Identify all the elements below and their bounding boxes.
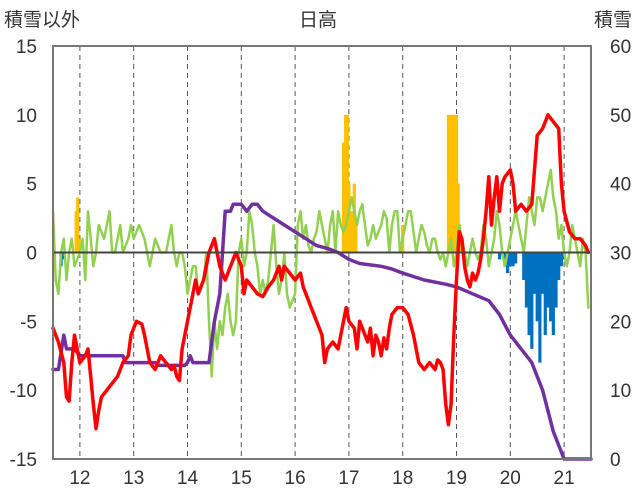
left-tick-label: 5: [26, 175, 37, 196]
blue-bar: [527, 252, 531, 336]
blue-bar: [549, 252, 553, 322]
x-tick-label: 13: [123, 468, 144, 489]
left-tick-label: -15: [10, 450, 37, 471]
x-tick-label: 14: [177, 468, 199, 489]
left-tick-label: -5: [20, 312, 37, 333]
orange-bar: [446, 114, 451, 253]
blue-bar: [506, 252, 510, 274]
x-tick-label: 18: [392, 468, 413, 489]
blue-bar: [551, 252, 555, 336]
blue-bar: [532, 252, 537, 294]
x-tick-label: 15: [231, 468, 252, 489]
x-tick-label: 12: [69, 468, 90, 489]
x-tick-label: 16: [285, 468, 306, 489]
green-line: [51, 168, 590, 378]
orange-bar: [341, 142, 346, 253]
blue-bar: [503, 252, 507, 267]
blue-bar: [530, 252, 534, 349]
plot-frame: [52, 45, 592, 460]
right-y-tick-labels: 0 10 20 30 40 50 60: [610, 37, 631, 471]
orange-bar: [456, 183, 460, 253]
orange-bar: [74, 211, 78, 253]
blue-bar: [543, 252, 547, 336]
x-tick-label: 19: [446, 468, 467, 489]
orange-bar: [454, 114, 459, 253]
orange-bar: [352, 183, 356, 253]
blue-bar: [557, 252, 561, 281]
right-tick-label: 60: [610, 37, 631, 58]
left-tick-label: 0: [26, 244, 37, 265]
orange-bar: [354, 224, 358, 253]
orange-bar: [345, 114, 349, 253]
grid-lines: [79, 46, 565, 459]
left-axis-label: 積雪以外: [4, 9, 80, 31]
blue-bar: [511, 252, 515, 267]
left-tick-label: 15: [16, 37, 37, 58]
left-y-tick-labels: -15 -10 -5 0 5 10 15: [10, 37, 37, 471]
x-tick-label: 20: [500, 468, 521, 489]
right-tick-label: 40: [610, 175, 631, 196]
right-tick-label: 0: [610, 450, 621, 471]
right-tick-label: 20: [610, 312, 631, 333]
blue-bar: [535, 252, 539, 322]
orange-bar: [449, 114, 453, 253]
blue-bar: [522, 252, 526, 281]
orange-bar: [77, 238, 81, 253]
orange-bar: [344, 114, 348, 253]
bar-series: [59, 114, 566, 363]
right-axis-label: 積雪: [594, 9, 632, 31]
right-tick-label: 50: [610, 106, 631, 127]
orange-bar: [349, 211, 354, 253]
blue-bar: [559, 252, 564, 267]
x-tick-label: 17: [338, 468, 359, 489]
orange-bar: [347, 183, 351, 253]
left-tick-label: -10: [10, 381, 37, 402]
right-tick-label: 10: [610, 381, 631, 402]
blue-bar: [546, 252, 550, 308]
orange-bar: [76, 197, 80, 253]
blue-bar: [508, 252, 512, 267]
blue-bar: [497, 252, 502, 260]
x-tick-label: 21: [554, 468, 575, 489]
blue-bar: [540, 252, 545, 294]
blue-bar: [554, 252, 558, 308]
line-series: [51, 113, 593, 461]
blue-bar: [538, 252, 542, 363]
purple-line: [51, 202, 593, 461]
x-tick-labels: 12 13 14 15 16 17 18 19 20 21: [69, 468, 574, 489]
blue-bar: [514, 252, 518, 264]
chart-title: 日高: [299, 9, 337, 31]
blue-bar: [524, 252, 529, 308]
left-tick-label: 10: [16, 106, 37, 127]
red-line: [51, 113, 591, 431]
orange-bar: [452, 114, 456, 253]
right-tick-label: 30: [610, 244, 631, 265]
